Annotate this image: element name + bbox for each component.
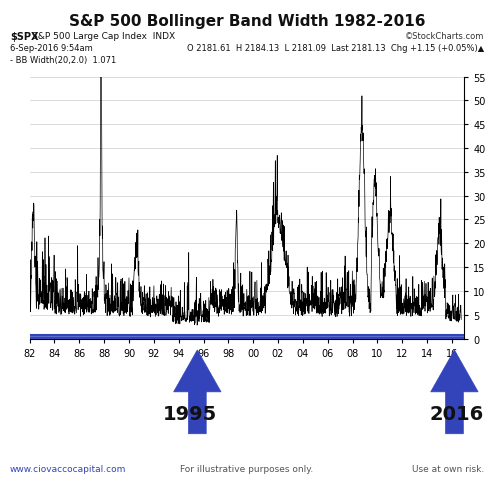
Polygon shape <box>431 350 478 434</box>
Text: S&P 500 Large Cap Index  INDX: S&P 500 Large Cap Index INDX <box>32 31 175 41</box>
Text: 2016: 2016 <box>430 405 484 424</box>
Text: - BB Width(20,2.0)  1.071: - BB Width(20,2.0) 1.071 <box>10 56 116 65</box>
Text: $SPX: $SPX <box>10 31 39 42</box>
Polygon shape <box>173 350 221 434</box>
Text: S&P 500 Bollinger Band Width 1982-2016: S&P 500 Bollinger Band Width 1982-2016 <box>69 14 425 29</box>
Text: 1995: 1995 <box>163 405 217 424</box>
Text: O 2181.61  H 2184.13  L 2181.09  Last 2181.13  Chg +1.15 (+0.05%)▲: O 2181.61 H 2184.13 L 2181.09 Last 2181.… <box>187 44 484 53</box>
Text: ©StockCharts.com: ©StockCharts.com <box>405 31 484 41</box>
Text: Use at own risk.: Use at own risk. <box>412 464 484 473</box>
Text: 6-Sep-2016 9:54am: 6-Sep-2016 9:54am <box>10 44 93 53</box>
Text: www.ciovaccocapital.com: www.ciovaccocapital.com <box>10 464 126 473</box>
Text: For illustrative purposes only.: For illustrative purposes only. <box>180 464 314 473</box>
